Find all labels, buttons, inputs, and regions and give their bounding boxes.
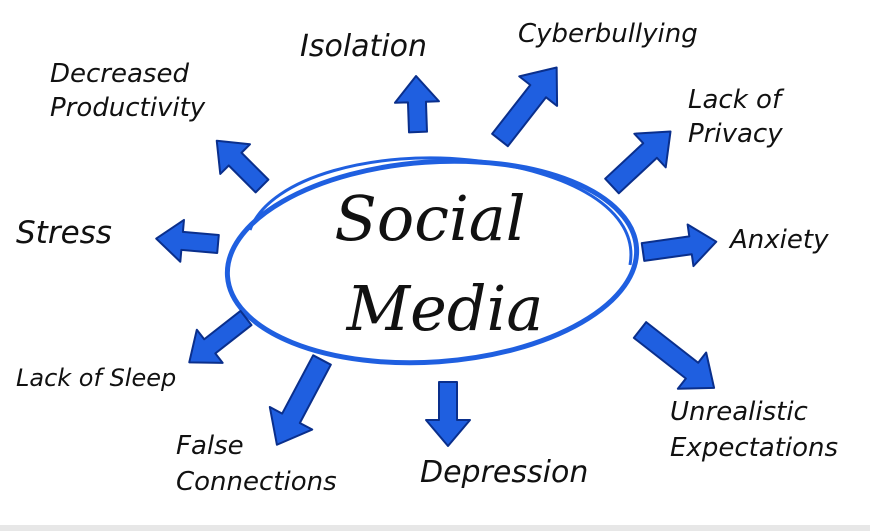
- arrow-depression: [425, 381, 471, 447]
- label-false-connections-2: Connections: [176, 467, 337, 497]
- bottom-strip: [0, 525, 870, 531]
- center-title-line1: Social: [334, 182, 525, 255]
- label-unrealistic-2: Expectations: [670, 433, 838, 463]
- center-title-line2: Media: [346, 272, 544, 345]
- center-ellipse: [224, 158, 640, 366]
- arrow-unrealistic-expectations: [632, 321, 716, 390]
- arrow-stress: [155, 218, 220, 263]
- arrow-lack-of-privacy: [604, 130, 672, 195]
- label-unrealistic-1: Unrealistic: [670, 397, 808, 427]
- arrow-cyberbullying: [491, 66, 559, 148]
- label-cyberbullying: Cyberbullying: [518, 19, 698, 49]
- arrow-false-connections: [268, 354, 332, 446]
- label-false-connections-1: False: [176, 431, 244, 461]
- effect-labels: Isolation Cyberbullying Decreased Produc…: [16, 19, 838, 497]
- label-stress: Stress: [16, 215, 112, 251]
- label-decreased-productivity-1: Decreased: [50, 59, 189, 89]
- arrow-lack-of-sleep: [188, 309, 253, 364]
- arrow-isolation: [393, 75, 440, 134]
- label-isolation: Isolation: [300, 29, 427, 64]
- arrows: [155, 66, 718, 447]
- arrow-anxiety: [640, 223, 718, 268]
- label-lack-of-privacy-1: Lack of: [688, 85, 785, 115]
- arrow-decreased-productivity: [215, 139, 270, 194]
- label-lack-of-privacy-2: Privacy: [688, 119, 783, 149]
- center-ellipse-overstroke: [248, 156, 633, 266]
- center-node: Social Media: [224, 156, 640, 366]
- label-decreased-productivity-2: Productivity: [50, 93, 206, 123]
- label-depression: Depression: [420, 455, 588, 490]
- label-anxiety: Anxiety: [728, 225, 829, 255]
- label-lack-of-sleep: Lack of Sleep: [16, 364, 176, 392]
